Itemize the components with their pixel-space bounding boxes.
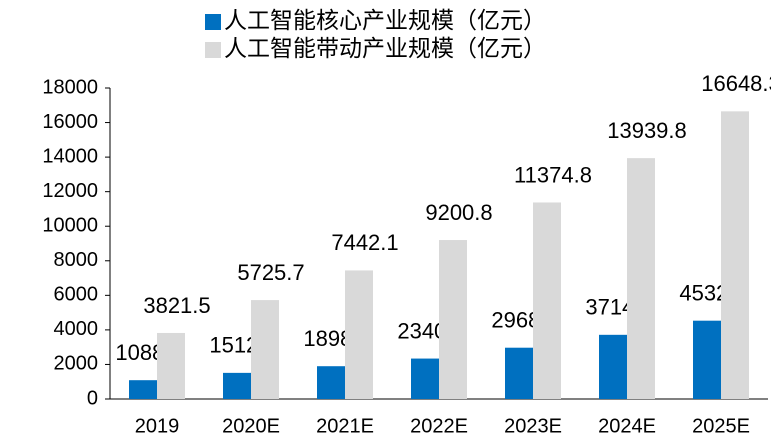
- bar: [627, 158, 655, 399]
- x-tick-label: 2021E: [316, 415, 374, 437]
- bar: [157, 332, 185, 399]
- bar: [533, 202, 561, 399]
- y-tick-label: 12000: [42, 180, 98, 202]
- y-tick-label: 10000: [42, 215, 98, 237]
- y-tick-label: 6000: [54, 284, 99, 306]
- data-label: 9200.8: [425, 200, 492, 225]
- bar: [223, 372, 251, 399]
- data-label: 7442.1: [331, 230, 398, 255]
- data-label: 5725.7: [237, 260, 304, 285]
- x-tick-label: 2023E: [504, 415, 562, 437]
- y-tick-label: 14000: [42, 145, 98, 167]
- bar: [317, 366, 345, 399]
- bar: [693, 320, 721, 399]
- legend-label: 人工智能核心产业规模（亿元）: [224, 7, 546, 33]
- y-tick-label: 16000: [42, 111, 98, 133]
- data-label: 3821.5: [143, 293, 210, 318]
- data-label: 13939.8: [607, 118, 687, 143]
- bar: [599, 334, 627, 399]
- x-tick-label: 2025E: [692, 415, 750, 437]
- data-label: 11374.8: [514, 162, 592, 187]
- bar: [439, 240, 467, 399]
- x-tick-label: 2019: [135, 415, 180, 437]
- y-tick-label: 2000: [54, 353, 99, 375]
- legend-swatch: [205, 14, 221, 30]
- x-tick-label: 2024E: [598, 415, 656, 437]
- y-tick-label: 4000: [54, 318, 99, 340]
- bar: [345, 270, 373, 399]
- y-tick-label: 18000: [42, 76, 98, 98]
- bar: [505, 347, 533, 399]
- bar: [721, 111, 749, 399]
- bar: [129, 380, 157, 399]
- bar: [251, 300, 279, 399]
- bar: [411, 358, 439, 399]
- y-tick-label: 0: [87, 387, 98, 409]
- y-tick-label: 8000: [54, 249, 99, 271]
- data-label: 16648.3: [701, 71, 771, 96]
- x-tick-label: 2020E: [222, 415, 280, 437]
- legend-label: 人工智能带动产业规模（亿元）: [224, 35, 546, 61]
- legend-swatch: [205, 42, 221, 58]
- x-tick-label: 2022E: [410, 415, 468, 437]
